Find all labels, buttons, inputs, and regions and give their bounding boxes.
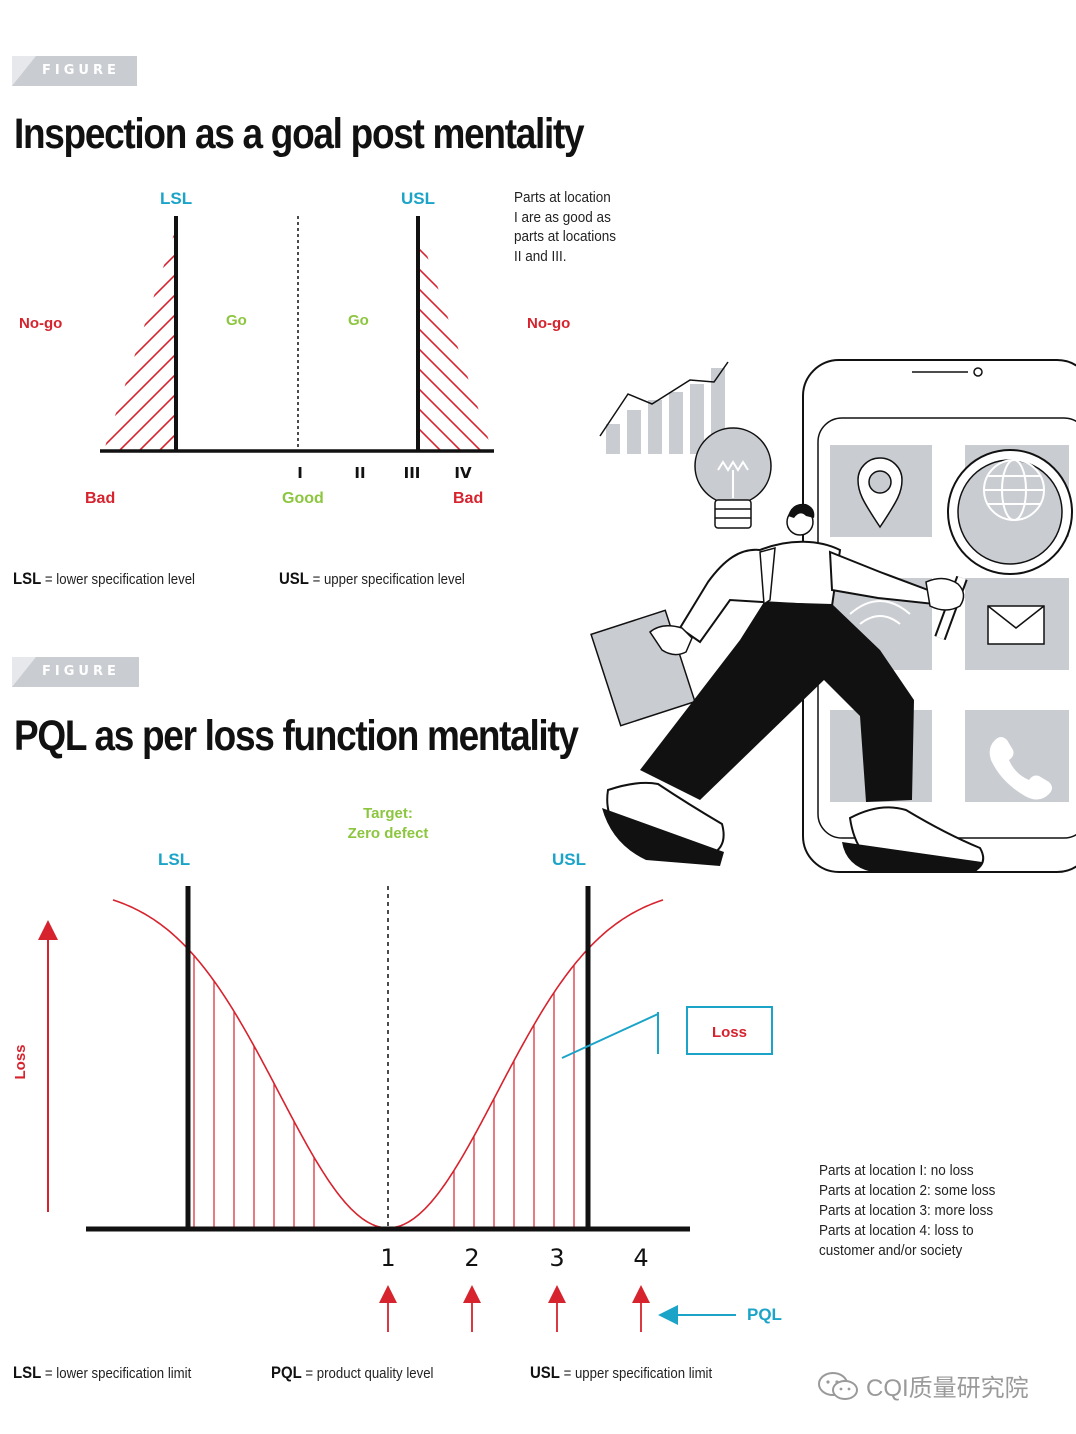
nogo-left-label: No-go <box>19 315 63 332</box>
legend-text: = upper specification limit <box>559 1365 713 1382</box>
light-bulb-icon <box>694 427 772 529</box>
go-right-label: Go <box>348 312 369 329</box>
phone-icon <box>989 737 1052 800</box>
nogo-right-label: No-go <box>527 315 571 332</box>
figure1-note-line: II and III. <box>514 247 567 265</box>
figure2-usl-label: USL <box>552 850 586 869</box>
person-with-phone-illustration <box>590 359 1076 874</box>
envelope-icon <box>987 605 1045 645</box>
good-label: Good <box>282 490 324 507</box>
figure1-note: Parts at location I are as good as parts… <box>514 188 616 266</box>
person-figure <box>590 503 985 874</box>
legend-text: = product quality level <box>301 1365 434 1382</box>
location-pin-icon <box>857 457 903 529</box>
legend-term: USL <box>279 569 309 588</box>
magnifier-icon <box>934 449 1073 641</box>
globe-icon <box>983 459 1045 521</box>
target-line: Zero defect <box>347 825 429 842</box>
location-II: II <box>354 464 365 482</box>
figure1-legend-lsl: LSL = lower specification level <box>13 569 195 589</box>
legend-term: PQL <box>271 1363 302 1382</box>
location-2: 2 <box>464 1244 479 1272</box>
location-3: 3 <box>549 1244 564 1272</box>
figure2-legend-pql: PQL = product quality level <box>271 1363 433 1383</box>
bad-left-label: Bad <box>85 490 116 507</box>
legend-term: LSL <box>13 1363 42 1382</box>
figure2-lsl-label: LSL <box>158 850 191 869</box>
figure1-tag-text: FIGURE 1 <box>42 63 120 108</box>
figure1-note-line: I are as good as <box>514 208 611 226</box>
figure2-legend-usl: USL = upper specification limit <box>530 1363 712 1383</box>
legend-term: LSL <box>13 569 42 588</box>
target-line: Target: <box>363 805 413 822</box>
loss-axis-label: Loss <box>12 1044 29 1079</box>
loss-box <box>686 1006 773 1055</box>
figure1-legend-usl: USL = upper specification level <box>279 569 465 589</box>
figure2-tag: FIGURE 2 <box>12 657 139 709</box>
figure1-lsl-label: LSL <box>160 189 193 208</box>
figure2-tag-text: FIGURE 2 <box>42 664 120 709</box>
figure1-usl-label: USL <box>401 189 435 208</box>
location-IV: IV <box>454 464 472 482</box>
location-I: I <box>297 464 303 482</box>
go-left-label: Go <box>226 312 247 329</box>
legend-text: = lower specification level <box>41 571 195 588</box>
location-III: III <box>404 464 421 482</box>
figure2-note: Parts at location I: no loss Parts at lo… <box>819 1161 995 1261</box>
pql-label: PQL <box>747 1305 782 1324</box>
loss-hatching <box>193 955 575 1228</box>
watermark-text: CQI质量研究院 <box>866 1375 1029 1402</box>
figure1-tag: FIGURE 1 <box>12 56 137 108</box>
watermark: CQI质量研究院 <box>816 1368 1029 1403</box>
legend-text: = upper specification level <box>308 571 465 588</box>
figure2-note-line: customer and/or society <box>819 1242 963 1259</box>
legend-term: USL <box>530 1363 560 1382</box>
figure2-note-line: Parts at location 2: some loss <box>819 1182 996 1199</box>
figure1-note-line: Parts at location <box>514 189 611 206</box>
location-1: 1 <box>380 1244 395 1272</box>
figure1-title: Inspection as a goal post mentality <box>14 110 585 158</box>
bad-right-label: Bad <box>453 490 484 507</box>
figure1-note-line: parts at locations <box>514 228 617 245</box>
wechat-icon <box>818 1371 858 1400</box>
target-label: Target: Zero defect <box>338 804 438 844</box>
legend-text: = lower specification limit <box>41 1365 192 1382</box>
figure2-legend-lsl: LSL = lower specification limit <box>13 1363 191 1383</box>
figure2-note-line: Parts at location 3: more loss <box>819 1202 994 1219</box>
loss-callout-line <box>561 1013 659 1059</box>
wifi-icon <box>849 600 911 625</box>
figure1-diagram: I II III IV <box>100 216 494 482</box>
location-4: 4 <box>633 1244 648 1272</box>
figure2-note-line: Parts at location I: no loss <box>819 1162 974 1179</box>
figure2-note-line: Parts at location 4: loss to <box>819 1222 974 1239</box>
loss-box-label: Loss <box>712 1024 747 1041</box>
figure2-title: PQL as per loss function mentality <box>14 712 579 760</box>
